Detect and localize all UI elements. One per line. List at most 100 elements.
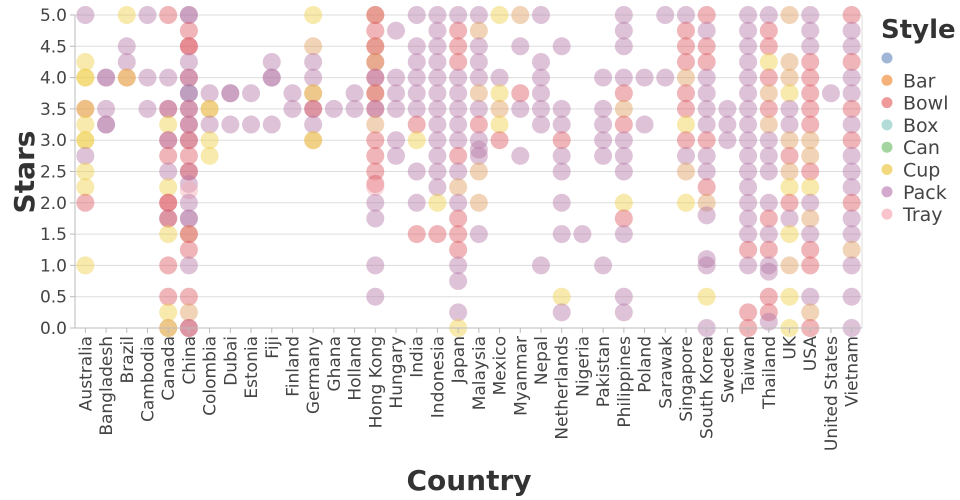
data-point xyxy=(407,84,426,103)
data-point xyxy=(842,193,861,212)
data-point xyxy=(304,115,323,134)
data-point xyxy=(697,287,716,306)
data-point xyxy=(179,287,198,306)
data-point xyxy=(614,84,633,103)
data-point xyxy=(469,6,488,24)
data-point xyxy=(531,256,550,275)
y-tick-label: 1.0 xyxy=(40,256,67,276)
data-point xyxy=(76,52,95,71)
x-tick-label: Indonesia xyxy=(428,336,448,418)
data-point xyxy=(179,256,198,275)
data-points xyxy=(76,6,861,337)
data-point xyxy=(76,115,95,134)
data-point xyxy=(511,146,530,165)
x-tick-label: Bangladesh xyxy=(97,336,117,436)
data-point xyxy=(759,131,778,150)
data-point xyxy=(573,225,592,244)
data-point xyxy=(759,6,778,24)
data-point xyxy=(531,6,550,24)
legend-label: Cup xyxy=(903,160,940,182)
x-tick-label: Taiwan xyxy=(739,336,759,395)
data-point xyxy=(676,37,695,56)
data-point xyxy=(159,193,178,212)
data-point xyxy=(780,115,799,134)
data-point xyxy=(304,6,323,24)
y-tick-label: 2.0 xyxy=(40,194,67,214)
legend-label: Can xyxy=(903,137,940,159)
data-point xyxy=(739,193,758,212)
data-point xyxy=(656,68,675,87)
legend-label: Bowl xyxy=(903,93,948,115)
data-point xyxy=(117,37,136,56)
y-tick-label: 0.0 xyxy=(40,319,67,339)
data-point xyxy=(449,131,468,150)
data-point xyxy=(200,99,219,118)
data-point xyxy=(552,287,571,306)
data-point xyxy=(76,68,95,87)
x-tick-label: Pakistan xyxy=(594,336,614,407)
data-point xyxy=(739,99,758,118)
data-point xyxy=(159,146,178,165)
data-point xyxy=(117,6,136,24)
data-point xyxy=(780,131,799,150)
y-tick-label: 4.5 xyxy=(40,37,67,57)
data-point xyxy=(159,99,178,118)
data-point xyxy=(283,84,302,103)
legend-symbol xyxy=(881,97,893,109)
data-point xyxy=(428,84,447,103)
data-point xyxy=(801,162,820,181)
data-point xyxy=(697,21,716,40)
data-point xyxy=(387,68,406,87)
data-point xyxy=(842,131,861,150)
x-tick-label: Thailand xyxy=(760,336,780,410)
data-point xyxy=(138,68,157,87)
data-point xyxy=(407,37,426,56)
data-point xyxy=(159,256,178,275)
x-tick-label: Hong Kong xyxy=(366,336,386,428)
axes: 0.0 0.5 1.0 1.5 2.0 2.5 3.0 3.5 4.0 4.5 5.0 Austral… xyxy=(40,6,863,451)
legend-symbol xyxy=(881,119,893,131)
data-point xyxy=(407,99,426,118)
data-point xyxy=(780,99,799,118)
data-point xyxy=(842,225,861,244)
data-point xyxy=(552,193,571,212)
data-point xyxy=(449,68,468,87)
data-point xyxy=(801,256,820,275)
data-point xyxy=(117,68,136,87)
data-point xyxy=(656,6,675,24)
data-point xyxy=(697,256,716,275)
data-point xyxy=(739,303,758,322)
data-point xyxy=(759,115,778,134)
data-point xyxy=(676,131,695,150)
data-point xyxy=(739,115,758,134)
y-tick-label: 1.5 xyxy=(40,225,67,245)
data-point xyxy=(552,37,571,56)
data-point xyxy=(97,68,116,87)
data-point xyxy=(552,115,571,134)
data-point xyxy=(697,6,716,24)
data-point xyxy=(76,256,95,275)
data-point xyxy=(594,256,613,275)
data-point xyxy=(449,37,468,56)
data-point xyxy=(614,193,633,212)
data-point xyxy=(449,115,468,134)
data-point xyxy=(304,84,323,103)
data-point xyxy=(490,84,509,103)
data-point xyxy=(159,131,178,150)
data-point xyxy=(179,225,198,244)
data-point xyxy=(759,99,778,118)
data-point xyxy=(780,287,799,306)
data-point xyxy=(387,84,406,103)
data-point xyxy=(676,115,695,134)
x-tick-label: Netherlands xyxy=(553,336,573,440)
data-point xyxy=(200,84,219,103)
data-point xyxy=(676,193,695,212)
legend-label: Bar xyxy=(903,70,936,92)
y-axis-title: Stars xyxy=(8,131,41,214)
data-point xyxy=(469,37,488,56)
data-point xyxy=(739,256,758,275)
data-point xyxy=(159,162,178,181)
data-point xyxy=(697,250,716,269)
